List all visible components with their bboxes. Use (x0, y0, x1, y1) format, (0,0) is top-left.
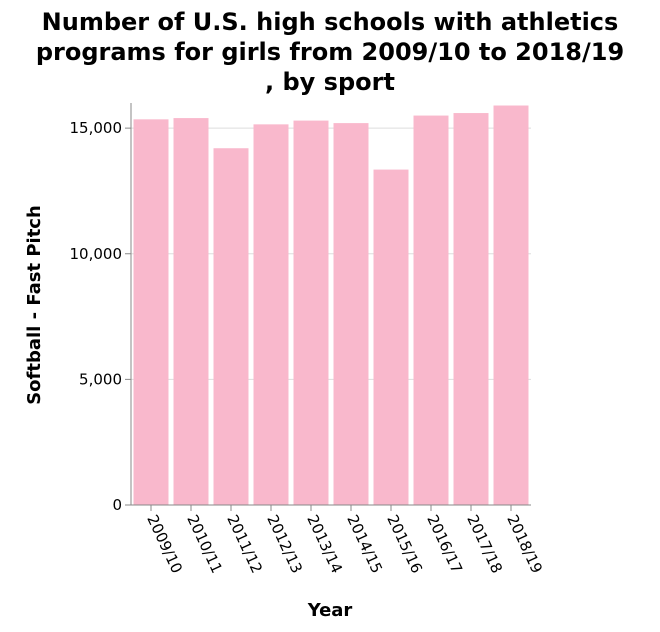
bar-2012-13 (253, 124, 289, 505)
bar-2010-11 (173, 118, 209, 505)
y-tick-label: 15,000 (70, 119, 123, 137)
y-tick-label: 5,000 (79, 370, 122, 388)
bar-2017-18 (453, 113, 489, 506)
bar-2018-19 (493, 105, 529, 505)
chart-title-line-3: , by sport (265, 68, 395, 96)
y-axis-title: Softball - Fast Pitch (24, 205, 45, 405)
y-tick-label: 0 (112, 496, 122, 514)
x-tick-label: 2017/18 (463, 512, 506, 576)
y-axis-ticks: 0 5,000 10,000 15,000 (70, 119, 131, 514)
x-axis-title: Year (307, 600, 353, 621)
bars (133, 105, 529, 506)
x-tick-label: 2012/13 (263, 512, 306, 576)
x-tick-label: 2011/12 (223, 512, 266, 576)
y-tick-label: 10,000 (70, 245, 123, 263)
bar-2009-10 (133, 119, 169, 506)
bar-2014-15 (333, 123, 369, 505)
bar-2013-14 (293, 120, 329, 506)
x-tick-label: 2013/14 (303, 512, 346, 576)
chart-title: Number of U.S. high schools with athleti… (36, 8, 624, 96)
bar-2015-16 (373, 169, 409, 506)
chart-title-line-1: Number of U.S. high schools with athleti… (42, 8, 619, 36)
axes (130, 103, 531, 506)
x-tick-label: 2010/11 (183, 512, 226, 576)
chart-title-line-2: programs for girls from 2009/10 to 2018/… (36, 38, 624, 66)
x-tick-label: 2015/16 (383, 512, 426, 576)
x-tick-label: 2016/17 (423, 512, 466, 576)
bar-2011-12 (213, 148, 249, 505)
x-tick-label: 2018/19 (503, 512, 546, 576)
x-tick-label: 2014/15 (343, 512, 386, 576)
x-axis-ticks: 2009/102010/112011/122012/132013/142014/… (143, 505, 546, 576)
x-tick-label: 2009/10 (143, 512, 186, 576)
bar-2016-17 (413, 115, 449, 505)
